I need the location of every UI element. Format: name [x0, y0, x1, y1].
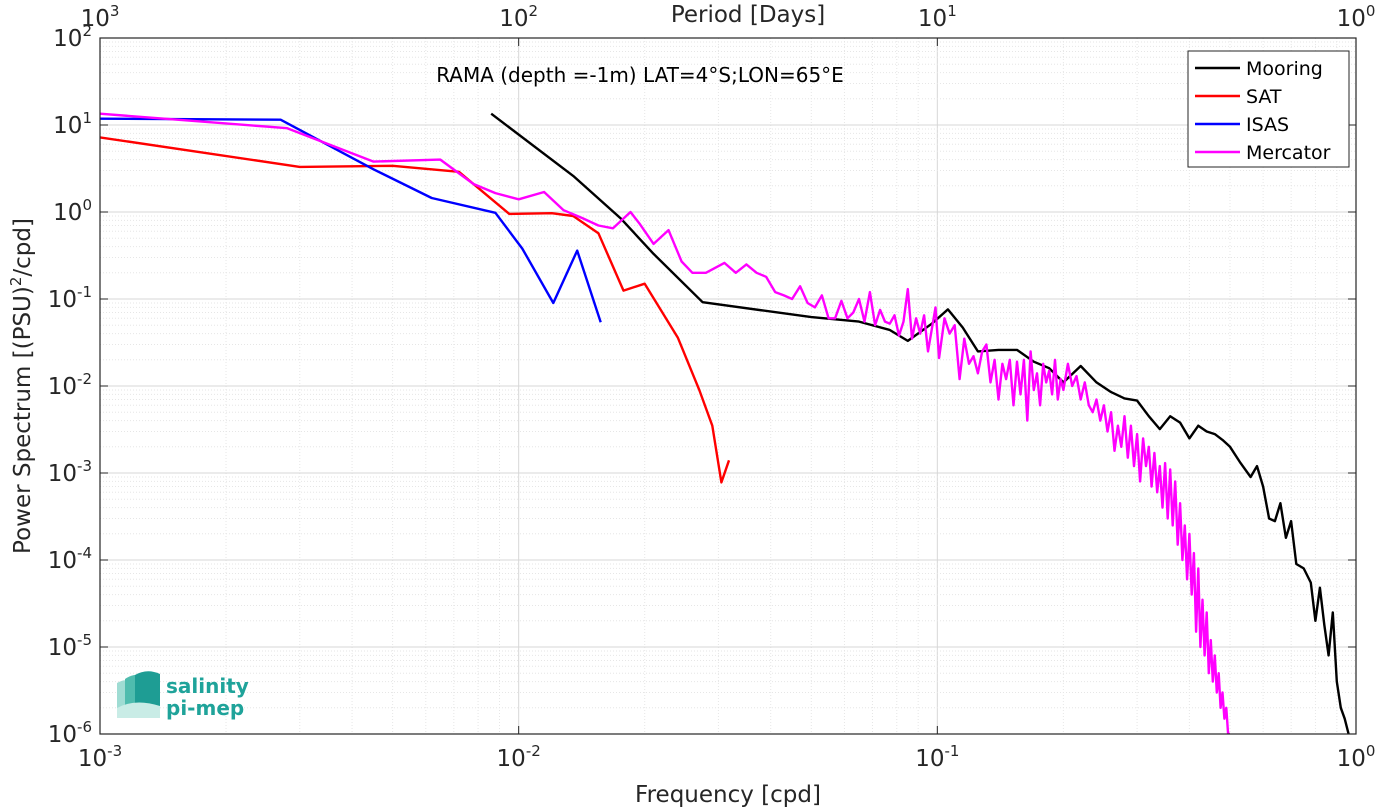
- legend-label: ISAS: [1246, 114, 1289, 136]
- y-tick-label: 10-4: [48, 544, 92, 574]
- legend: Mooring SAT ISAS Mercator: [1187, 50, 1350, 168]
- top-tick-label: 103: [81, 2, 120, 32]
- logo-text-line2: pi-mep: [166, 696, 244, 720]
- y-tick-label: 101: [53, 109, 92, 139]
- chart-annotation: RAMA (depth =-1m) LAT=4°S;LON=65°E: [436, 63, 844, 87]
- y-tick-label: 10-6: [48, 718, 92, 748]
- x-tick-label: 10-3: [78, 742, 122, 772]
- legend-box: [1187, 50, 1350, 168]
- top-tick-label: 100: [1337, 2, 1376, 32]
- top-tick-label: 101: [918, 2, 957, 32]
- series-line-isas: [100, 117, 602, 323]
- y-axis-label: Power Spectrum [(PSU)2/cpd]: [7, 218, 36, 554]
- y-tick-label: 10-1: [48, 283, 92, 313]
- series-line-sat: [100, 136, 731, 484]
- top-tick-label: 102: [499, 2, 538, 32]
- legend-label: Mooring: [1246, 58, 1323, 80]
- x-tick-label: 100: [1337, 742, 1376, 772]
- x-tick-label: 10-2: [497, 742, 541, 772]
- logo-text-line1: salinity: [166, 674, 249, 698]
- x-axis-label: Frequency [cpd]: [635, 782, 821, 808]
- y-tick-label: 100: [53, 196, 92, 226]
- series-line-mercator: [100, 112, 1230, 734]
- series-line-mooring: [490, 112, 1350, 734]
- y-tick-label: 102: [53, 22, 92, 52]
- series-group: [100, 112, 1350, 734]
- x-tick-label: 10-1: [915, 742, 959, 772]
- legend-label: SAT: [1246, 86, 1282, 108]
- salinity-pi-mep-logo: salinity pi-mep: [117, 671, 249, 720]
- y-tick-label: 10-2: [48, 370, 92, 400]
- y-tick-label: 10-3: [48, 457, 92, 487]
- legend-label: Mercator: [1246, 142, 1331, 164]
- top-axis-label: Period [Days]: [671, 2, 825, 28]
- y-tick-label: 10-5: [48, 631, 92, 661]
